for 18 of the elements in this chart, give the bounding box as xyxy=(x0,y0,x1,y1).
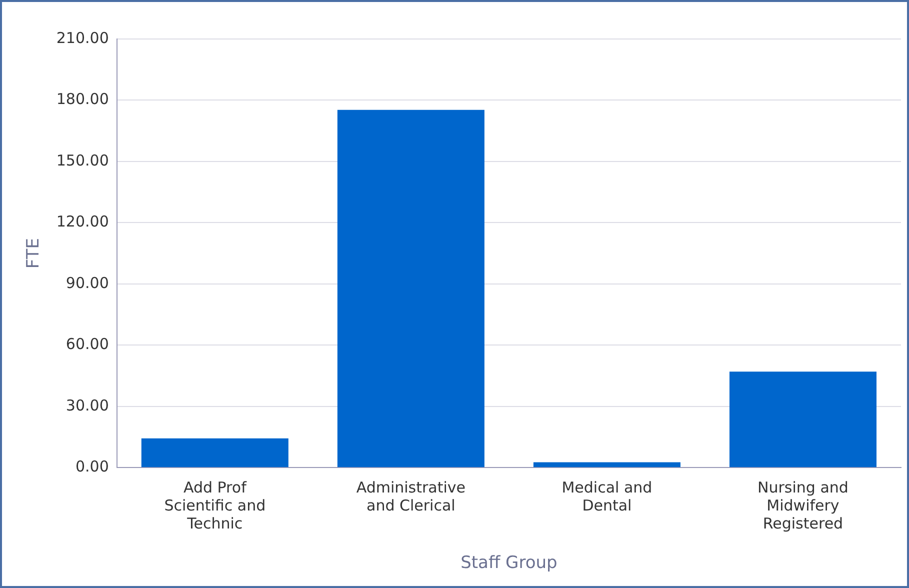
x-tick-label: Medical and Dental xyxy=(562,478,652,514)
x-tick-label: Administrative and Clerical xyxy=(356,478,466,514)
bar xyxy=(141,438,288,468)
y-tick-label: 0.00 xyxy=(75,457,109,476)
y-tick-label: 180.00 xyxy=(56,90,109,108)
y-tick-label: 150.00 xyxy=(56,151,109,170)
y-tick-label: 210.00 xyxy=(56,28,109,47)
bar xyxy=(337,110,484,468)
x-tick-label: Add Prof Scientific and Technic xyxy=(164,478,266,532)
y-tick-label: 120.00 xyxy=(56,212,109,231)
y-tick-label: 90.00 xyxy=(66,274,109,292)
y-tick-label: 30.00 xyxy=(66,396,109,414)
bar xyxy=(729,372,876,468)
y-tick-label: 60.00 xyxy=(66,335,109,354)
y-axis-title: FTE xyxy=(24,238,44,269)
bar xyxy=(533,462,680,468)
x-axis-title: Staff Group xyxy=(460,553,558,574)
x-tick-label: Nursing and Midwifery Registered xyxy=(758,478,848,532)
